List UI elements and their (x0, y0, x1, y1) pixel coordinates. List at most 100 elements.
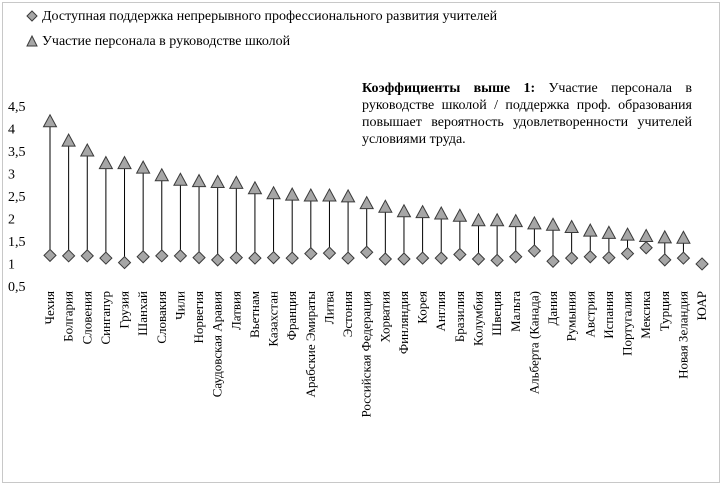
diamond-point (341, 251, 355, 265)
x-tick-label: Хорватия (377, 291, 392, 343)
triangle-point (154, 167, 170, 182)
diamond-point (360, 245, 374, 259)
triangle-point (228, 175, 244, 189)
x-tick-label: Швеция (489, 291, 504, 336)
diamond-point (620, 246, 635, 261)
triangle-point (638, 228, 654, 242)
y-tick-label: 2,5 (8, 190, 26, 205)
diamond-point (229, 250, 244, 265)
legend-item-support: Доступная поддержка непрерывного професс… (24, 8, 522, 25)
triangle-point (340, 188, 356, 203)
triangle-point (303, 187, 319, 202)
triangle-point (545, 217, 561, 231)
diamond-point (61, 249, 76, 263)
x-tick-label: Корея (415, 291, 430, 324)
x-tick-label: Литва (321, 291, 336, 324)
x-tick-label: Бразилия (452, 291, 467, 342)
x-tick-label: Сингапур (98, 291, 113, 344)
y-tick-label: 1 (8, 258, 15, 273)
y-tick-label: 0,5 (8, 280, 26, 295)
diamond-point (639, 241, 653, 255)
diamond-point (695, 257, 709, 271)
x-tick-label: Дания (545, 291, 560, 326)
diamond-point (509, 250, 523, 264)
x-tick-label: Норвегия (191, 291, 206, 344)
points (42, 113, 709, 271)
diamond-point (397, 252, 411, 266)
x-tick-label: Испания (601, 291, 616, 339)
triangle-point (433, 205, 449, 220)
x-tick-label: Латвия (228, 291, 243, 330)
diamond-point (564, 251, 579, 265)
diamond-point (490, 253, 504, 268)
diamond-point (80, 249, 94, 263)
diamond-point (527, 244, 542, 258)
diamond-point (304, 246, 318, 261)
triangle-point (657, 229, 673, 244)
diamond-point (415, 251, 430, 265)
triangle-point (247, 180, 263, 195)
x-tick-label: Колумбия (470, 291, 485, 346)
diamond-point (322, 246, 337, 260)
diamond-point (192, 250, 206, 265)
y-tick-label: 4 (8, 123, 15, 138)
triangle-marker-icon (26, 35, 38, 47)
triangle-point (508, 213, 524, 228)
x-tick-label: Финляндия (396, 291, 411, 354)
x-tick-label: Португалия (620, 291, 635, 356)
diamond-point (602, 250, 616, 265)
diamond-point (155, 249, 169, 263)
triangle-point (378, 199, 393, 213)
y-tick-label: 4,5 (8, 100, 26, 115)
triangle-point (564, 219, 579, 233)
x-tick-label: Новая Зеландия (675, 291, 690, 379)
x-tick-label: Грузия (117, 291, 132, 329)
triangle-point (489, 212, 505, 227)
triangle-point (359, 195, 375, 210)
triangle-point (135, 160, 151, 174)
x-tick-label: Болгария (61, 291, 76, 342)
x-tick-label: Альберта (Канада) (526, 291, 541, 394)
triangle-point (601, 225, 617, 239)
triangle-point (98, 155, 114, 170)
x-tick-label: Франция (284, 291, 299, 340)
diamond-point (136, 250, 150, 264)
diamond-point (676, 251, 691, 265)
y-axis: 0,5 1 1,5 2 2,5 3 3,5 4 4,5 (8, 100, 26, 295)
triangle-point (42, 113, 58, 128)
diamond-marker-icon (26, 10, 38, 22)
x-tick-label: Чили (172, 291, 187, 320)
triangle-point (396, 203, 412, 218)
x-tick-label: Англия (433, 291, 448, 331)
chart-annotation: Коэффициенты выше 1: Участие персонала в… (362, 80, 692, 148)
x-tick-label: Казахстан (266, 291, 281, 347)
annotation-text: Участие персонала в руководстве школой /… (362, 81, 692, 147)
x-tick-label: Румыния (564, 291, 579, 341)
x-tick-label: Турция (657, 291, 672, 331)
y-tick-label: 3,5 (8, 145, 26, 160)
diamond-point (266, 250, 281, 265)
x-tick-label: Шанхай (135, 291, 150, 336)
triangle-point (61, 133, 76, 147)
x-tick-label: Мальта (508, 291, 523, 332)
triangle-point (452, 208, 468, 222)
diamond-point (210, 253, 225, 267)
x-tick-label: Эстония (340, 291, 355, 337)
x-tick-label: ЮАР (694, 291, 709, 321)
diamond-point (117, 255, 132, 270)
diamond-point (658, 253, 672, 267)
triangle-point (173, 172, 188, 186)
diamond-point (43, 248, 57, 263)
x-tick-label: Саудовская Аравия (210, 291, 225, 397)
y-tick-label: 3 (8, 168, 15, 183)
diamond-point (471, 252, 486, 266)
triangle-point (582, 223, 598, 237)
triangle-point (322, 187, 337, 202)
diamond-point (99, 251, 113, 265)
legend-item-participation: Участие персонала в руководстве школой (24, 33, 522, 50)
x-tick-label: Вьетнам (247, 291, 262, 338)
diamond-point (378, 252, 393, 266)
stems (49, 121, 684, 263)
x-tick-label: Австрия (582, 291, 597, 338)
triangle-point (266, 185, 281, 200)
